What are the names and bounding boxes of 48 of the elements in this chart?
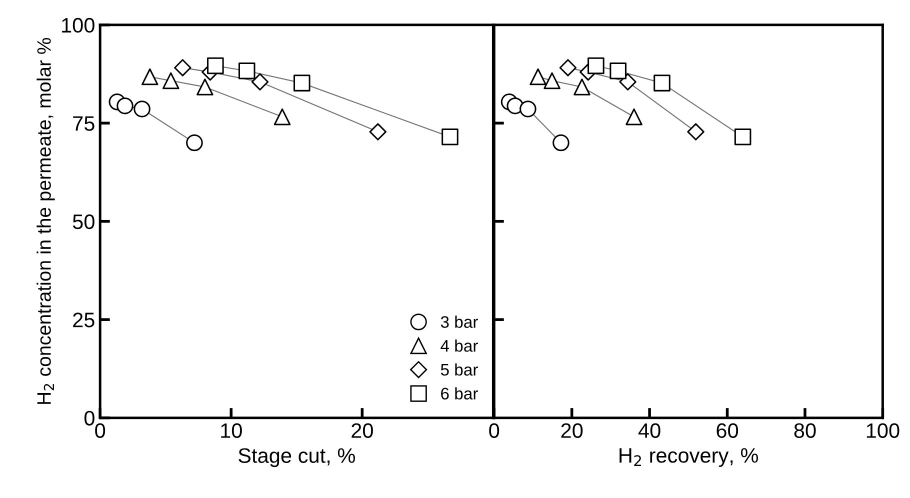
point bbox=[734, 128, 752, 146]
point bbox=[174, 59, 192, 76]
x-tick-label: 10 bbox=[221, 423, 242, 438]
point bbox=[442, 128, 458, 146]
x-tick-label: 0 bbox=[95, 423, 106, 438]
x-tick-label: 40 bbox=[638, 423, 660, 438]
point bbox=[520, 100, 536, 118]
point bbox=[238, 62, 256, 80]
x-tick-label: 0 bbox=[489, 423, 500, 438]
point bbox=[369, 123, 387, 140]
x-axis-title: Stage cut, % bbox=[238, 448, 355, 468]
point bbox=[141, 68, 158, 86]
point bbox=[619, 73, 636, 90]
y-tick-label: 0 bbox=[84, 410, 94, 426]
x-tick-label: 20 bbox=[352, 423, 373, 438]
point bbox=[654, 74, 670, 92]
point bbox=[530, 68, 546, 86]
x-tick-label: 100 bbox=[866, 423, 900, 438]
point bbox=[588, 57, 604, 74]
legend-label: 4 bar bbox=[440, 340, 478, 352]
point bbox=[552, 134, 570, 152]
point bbox=[544, 72, 560, 90]
y-tick-label: 75 bbox=[73, 116, 94, 131]
legend-label: 6 bar bbox=[441, 387, 478, 400]
legend-label: 3 bar bbox=[440, 316, 478, 328]
point bbox=[207, 57, 224, 74]
y-tick-label: 50 bbox=[72, 214, 94, 230]
point bbox=[134, 100, 150, 118]
point bbox=[162, 72, 180, 90]
point bbox=[293, 74, 310, 92]
point bbox=[687, 123, 704, 140]
x-tick-label: 80 bbox=[794, 423, 816, 438]
point bbox=[559, 59, 577, 76]
y-tick-label: 25 bbox=[73, 312, 94, 328]
y-tick-label: 100 bbox=[62, 18, 94, 33]
point bbox=[251, 73, 269, 90]
y-axis-title: H$_{2}$ concentration in the permeate, molar % bbox=[36, 38, 55, 404]
point bbox=[196, 78, 214, 96]
x-tick-label: 60 bbox=[716, 423, 738, 438]
point bbox=[610, 62, 626, 80]
point bbox=[574, 78, 590, 96]
point bbox=[274, 108, 291, 126]
point bbox=[186, 134, 203, 152]
point bbox=[116, 97, 134, 114]
legend-label: 5 bar bbox=[440, 363, 478, 376]
x-axis-title: H$_{2}$ recovery, % bbox=[620, 448, 758, 467]
point bbox=[626, 108, 642, 126]
x-tick-label: 20 bbox=[561, 423, 583, 438]
